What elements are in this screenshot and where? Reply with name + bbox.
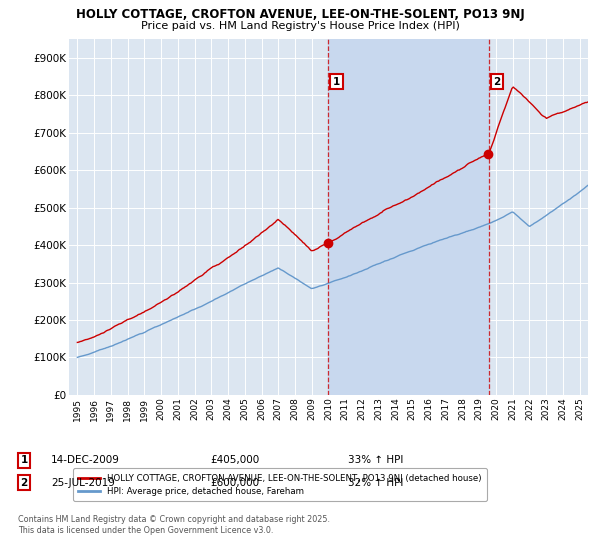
Text: HOLLY COTTAGE, CROFTON AVENUE, LEE-ON-THE-SOLENT, PO13 9NJ: HOLLY COTTAGE, CROFTON AVENUE, LEE-ON-TH… [76, 8, 524, 21]
Text: £600,000: £600,000 [210, 478, 259, 488]
Text: 2: 2 [20, 478, 28, 488]
Text: 32% ↑ HPI: 32% ↑ HPI [348, 478, 403, 488]
Text: This data is licensed under the Open Government Licence v3.0.: This data is licensed under the Open Gov… [18, 526, 274, 535]
Text: 25-JUL-2019: 25-JUL-2019 [51, 478, 115, 488]
Bar [328, 39, 488, 395]
Text: 1: 1 [332, 77, 340, 87]
Text: Price paid vs. HM Land Registry's House Price Index (HPI): Price paid vs. HM Land Registry's House … [140, 21, 460, 31]
Text: 1: 1 [20, 455, 28, 465]
Legend: HOLLY COTTAGE, CROFTON AVENUE, LEE-ON-THE-SOLENT, PO13 9NJ (detached house), HPI: HOLLY COTTAGE, CROFTON AVENUE, LEE-ON-TH… [73, 469, 487, 501]
Text: 2: 2 [494, 77, 501, 87]
Text: Contains HM Land Registry data © Crown copyright and database right 2025.: Contains HM Land Registry data © Crown c… [18, 515, 330, 524]
Text: 33% ↑ HPI: 33% ↑ HPI [348, 455, 403, 465]
Text: 14-DEC-2009: 14-DEC-2009 [51, 455, 120, 465]
Text: £405,000: £405,000 [210, 455, 259, 465]
